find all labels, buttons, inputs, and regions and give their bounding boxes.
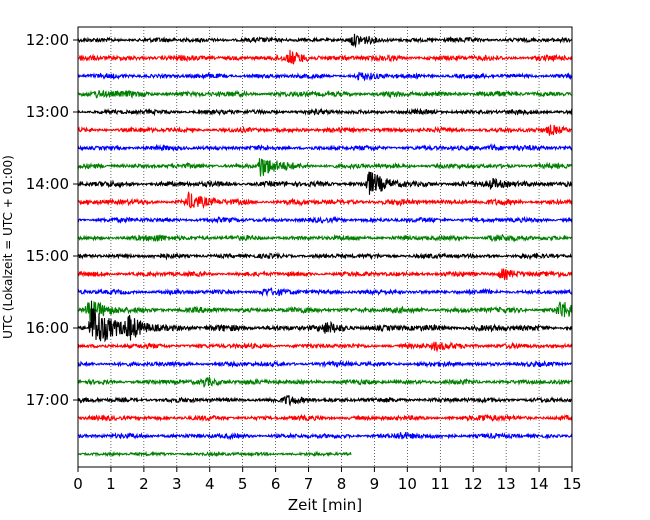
x-tick-label: 9 [370,475,380,493]
x-tick-label: 8 [337,475,347,493]
x-tick-label: 15 [562,475,581,493]
traces [77,33,573,458]
x-tick-label: 0 [73,475,83,493]
trace-line [77,341,573,353]
trace-line [77,359,573,369]
x-tick-label: 11 [431,475,450,493]
y-tick-label: 12:00 [26,31,69,49]
trace-line [77,413,573,423]
trace-line [77,252,573,261]
y-axis: 12:00 13:00 14:00 15:00 16:00 17:00 [26,31,78,409]
trace-line [77,49,573,65]
x-tick-label: 6 [271,475,281,493]
plot-frame [77,26,573,468]
y-tick-label: 16:00 [26,319,69,337]
trace-line [77,33,573,49]
trace-line [77,143,573,152]
trace-line [77,215,573,225]
x-axis: 0 1 2 3 4 5 6 7 8 9 10 11 12 13 14 15 [73,467,582,493]
x-tick-label: 14 [530,475,549,493]
x-tick-label: 12 [464,475,483,493]
y-tick-label: 13:00 [26,103,69,121]
x-tick-label: 7 [304,475,314,493]
trace-line [77,158,573,177]
trace-line [77,171,573,195]
y-tick-label: 17:00 [26,391,69,409]
x-tick-label: 1 [106,475,116,493]
x-tick-label: 2 [139,475,149,493]
x-axis-label: Zeit [min] [288,496,362,514]
trace-line [77,450,352,458]
x-tick-label: 4 [205,475,215,493]
trace-line [77,71,573,82]
x-tick-label: 5 [238,475,248,493]
trace-line [77,268,573,281]
trace-line [77,89,573,99]
trace-line [77,233,573,243]
trace-line [77,191,573,210]
trace-line [77,124,573,136]
x-gridlines [110,27,540,467]
trace-line [77,431,573,441]
y-tick-label: 15:00 [26,247,69,265]
x-tick-label: 10 [398,475,417,493]
y-tick-label: 14:00 [26,175,69,193]
trace-line [77,287,573,298]
plot-background [78,27,572,467]
x-tick-label: 13 [497,475,516,493]
trace-line [77,107,573,117]
x-tick-label: 3 [172,475,182,493]
y-axis-label: UTC (Lokalzeit = UTC + 01:00) [1,155,15,339]
trace-line [77,395,573,407]
trace-line [77,375,573,388]
trace-line [77,300,573,343]
trace-line [77,301,573,322]
